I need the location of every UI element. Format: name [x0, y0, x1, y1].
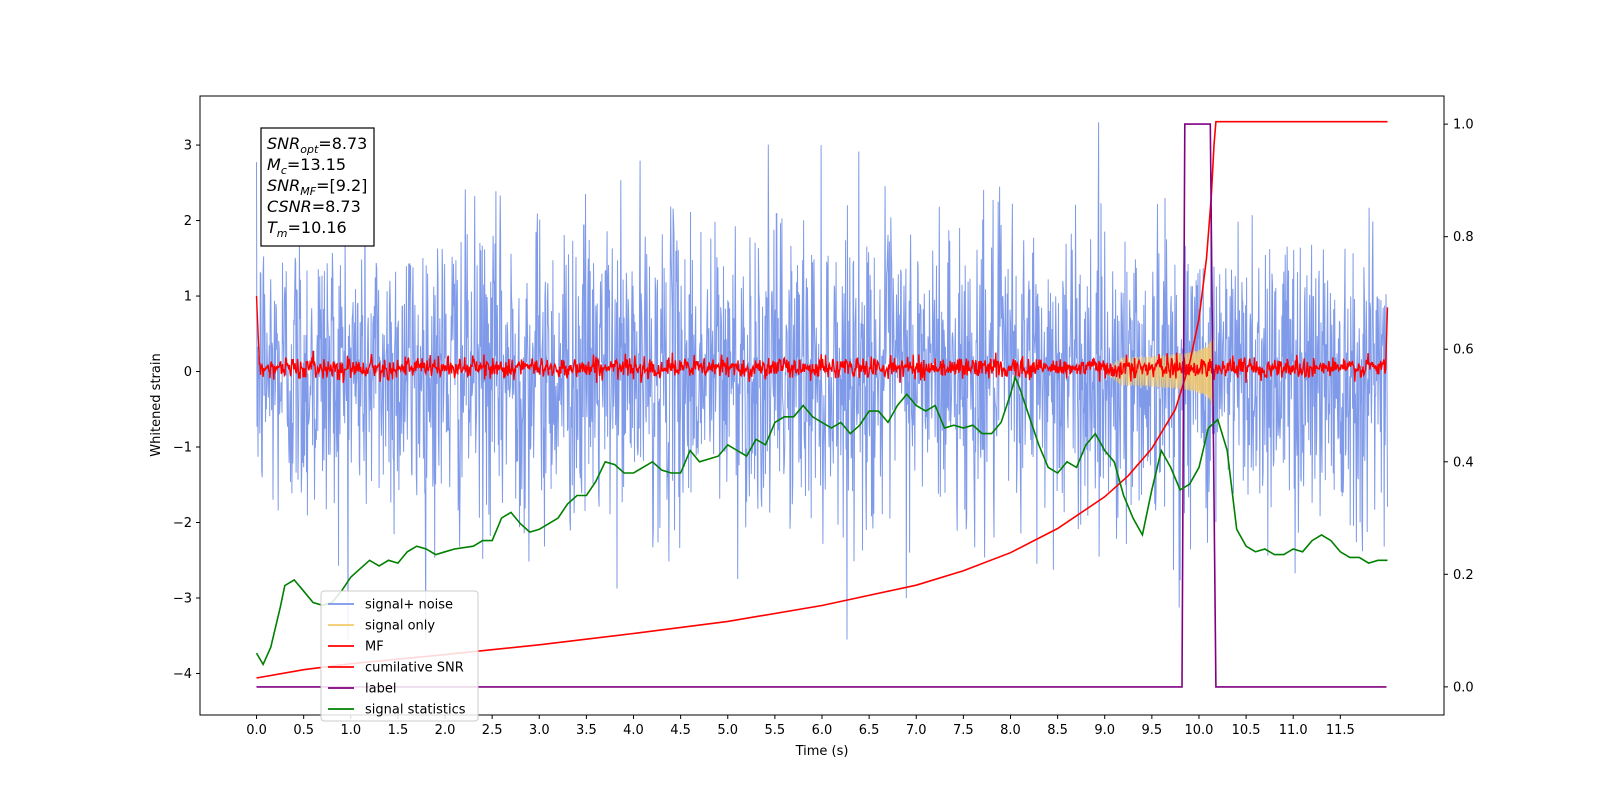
x-axis-label: Time (s)	[795, 744, 849, 759]
x-tick-label: 2.0	[435, 723, 456, 738]
y2-tick-label: 0.8	[1453, 230, 1474, 245]
y-tick-label: −1	[173, 441, 192, 456]
series-signal-statistics	[255, 374, 1388, 667]
y-tick-label: 0	[184, 365, 192, 380]
legend-entry: signal only	[365, 619, 435, 634]
series-cumulative-snr	[256, 120, 1388, 679]
x-tick-label: 11.0	[1279, 723, 1308, 738]
y-tick-label: −4	[173, 667, 192, 682]
x-tick-label: 7.5	[953, 723, 974, 738]
x-tick-label: 4.0	[623, 723, 644, 738]
legend-entry: cumilative SNR	[365, 661, 464, 676]
legend-frame	[320, 590, 479, 722]
y2-tick-label: 1.0	[1453, 118, 1474, 133]
x-tick-label: 3.0	[529, 723, 550, 738]
legend-entry: label	[365, 682, 396, 697]
x-tick-label: 0.5	[293, 723, 314, 738]
y-tick-label: 1	[184, 290, 192, 305]
legend: signal+ noise signal only MF cumilative SNR…	[320, 590, 479, 722]
x-tick-label: 9.5	[1142, 723, 1163, 738]
annotation-line: SNRopt=8.73	[267, 134, 367, 156]
x-tick-label: 8.0	[1000, 723, 1021, 738]
y2-tick-label: 0.2	[1453, 568, 1474, 583]
annotation-frame	[260, 127, 375, 247]
y2-tick-label: 0.6	[1453, 343, 1474, 358]
series-mf	[255, 295, 1389, 384]
annotation-line: Tm=10.16	[267, 218, 347, 240]
x-tick-label: 6.5	[859, 723, 880, 738]
y-tick-label: −3	[173, 591, 192, 606]
y-tick-label: 3	[184, 139, 192, 154]
x-tick-label: 10.0	[1184, 723, 1213, 738]
x-tick-label: 6.0	[812, 723, 833, 738]
x-tick-label: 1.0	[340, 723, 361, 738]
x-tick-label: 9.0	[1094, 723, 1115, 738]
legend-entry: signal+ noise	[365, 598, 453, 613]
annotation-line: SNRMF=[9.2]	[267, 176, 367, 198]
y-tick-label: −2	[173, 516, 192, 531]
annotation-line: CSNR=8.73	[267, 197, 361, 216]
x-tick-label: 0.0	[246, 723, 267, 738]
x-tick-label: 11.5	[1326, 723, 1355, 738]
y2-tick-label: 0.4	[1453, 455, 1474, 470]
y-axis-left: 3 2 1 0 −1 −2 −3 −4	[173, 139, 200, 682]
x-tick-label: 10.5	[1232, 723, 1261, 738]
x-tick-label: 1.5	[388, 723, 409, 738]
x-tick-label: 3.5	[576, 723, 597, 738]
x-tick-label: 8.5	[1047, 723, 1068, 738]
x-tick-label: 5.0	[717, 723, 738, 738]
series-signal-plus-noise	[256, 122, 1388, 640]
x-tick-label: 5.5	[765, 723, 786, 738]
x-tick-label: 7.0	[906, 723, 927, 738]
legend-entry: signal statistics	[365, 703, 466, 718]
y-axis-right: 1.0 0.8 0.6 0.4 0.2 0.0	[1444, 118, 1474, 695]
x-tick-label: 4.5	[670, 723, 691, 738]
y-axis-label: Whitened strain	[149, 353, 164, 456]
y-tick-label: 2	[184, 214, 192, 229]
x-tick-label: 2.5	[482, 723, 503, 738]
series-label	[256, 123, 1387, 688]
annotation-line: Mc=13.15	[267, 155, 346, 177]
y2-tick-label: 0.0	[1453, 680, 1474, 695]
x-axis: 0.0 0.5 1.0 1.5 2.0 2.5 3.0 3.5 4.0 4.5 5.0 5.5 6.0 6…	[246, 715, 1355, 738]
legend-entry: MF	[365, 640, 384, 655]
plot-data-layer	[255, 120, 1389, 688]
